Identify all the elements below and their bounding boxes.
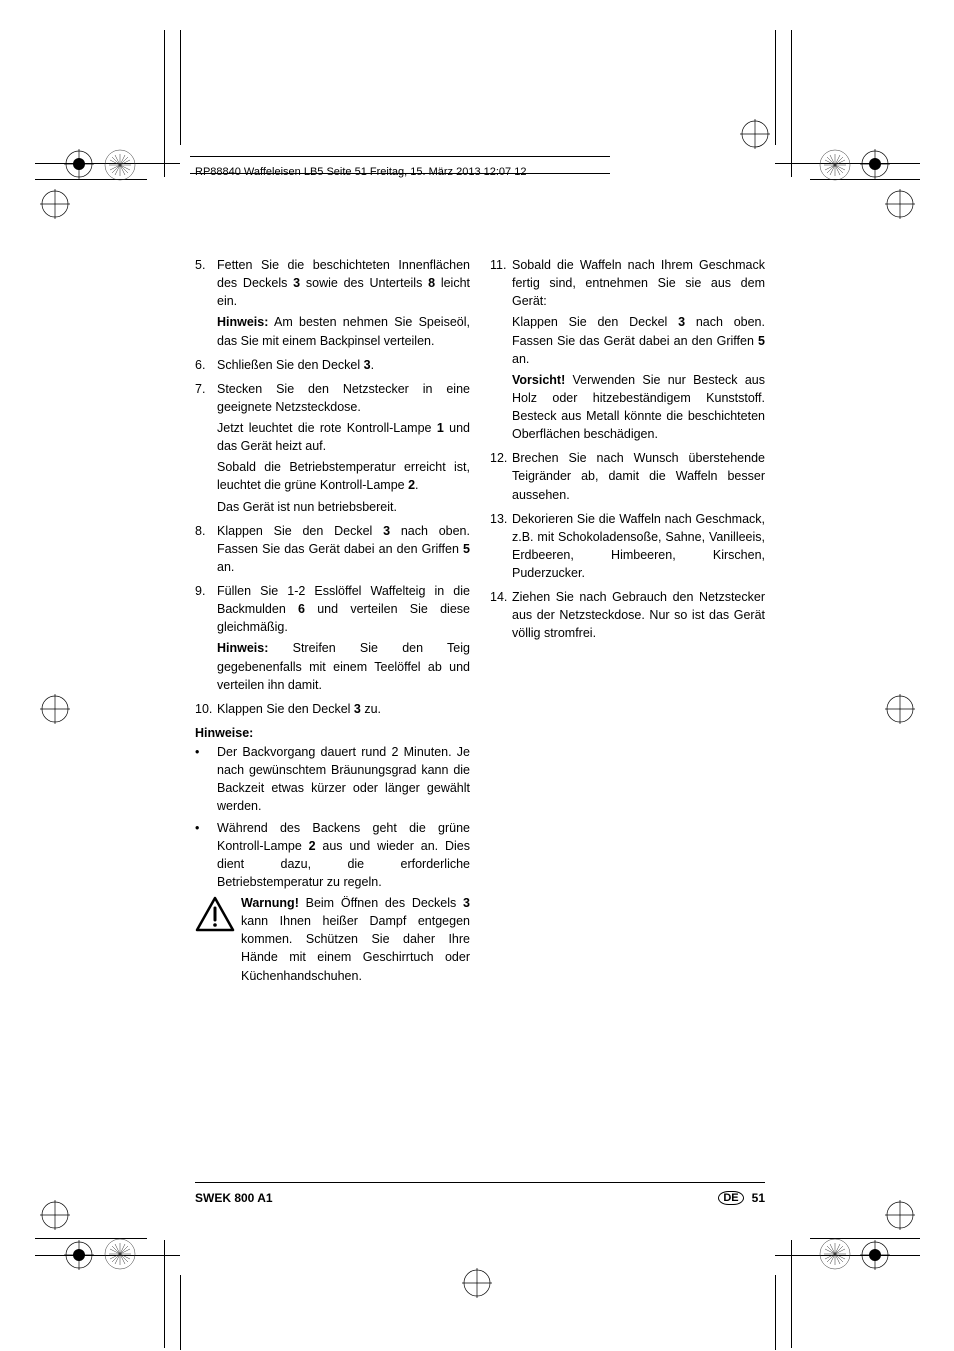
crop-mark-icon [64,149,94,179]
right-column: 11.Sobald die Waffeln nach Ihrem Geschma… [490,256,765,985]
list-item: 13.Dekorieren Sie die Waffeln nach Gesch… [490,510,765,586]
burst-icon [103,1237,137,1271]
crop-mark-icon [40,189,70,219]
list-item: 5.Fetten Sie die beschichteten Innen­flä… [195,256,470,353]
list-item: 10.Klappen Sie den Deckel 3 zu. [195,700,470,721]
burst-icon [103,148,137,182]
lang-badge: DE [718,1191,743,1205]
crop-mark-icon [885,694,915,724]
list-item: 7.Stecken Sie den Netzstecker in eine ge… [195,380,470,519]
list-item: 8.Klappen Sie den Deckel 3 nach oben. Fa… [195,522,470,579]
bullet-item: •Während des Backens geht die grüne Kont… [195,819,470,892]
list-item: 12.Brechen Sie nach Wunsch überstehende … [490,449,765,506]
warning-icon [195,894,241,985]
left-column: 5.Fetten Sie die beschichteten Innen­flä… [195,256,470,985]
burst-icon [818,148,852,182]
hints-heading: Hinweise: [195,724,470,742]
crop-mark-icon [64,1240,94,1270]
page-number: 51 [752,1191,765,1205]
page-header: RP88840 Waffeleisen LB5 Seite 51 Freitag… [195,166,526,178]
crop-mark-icon [40,1200,70,1230]
crop-mark-icon [40,694,70,724]
list-item: 11.Sobald die Waffeln nach Ihrem Geschma… [490,256,765,446]
warning-box: Warnung! Beim Öffnen des Deckels 3 kann … [195,894,470,985]
crop-mark-icon [885,189,915,219]
list-item: 6.Schließen Sie den Deckel 3. [195,356,470,377]
list-item: 14.Ziehen Sie nach Gebrauch den Netz­ste… [490,588,765,645]
burst-icon [818,1237,852,1271]
list-item: 9.Füllen Sie 1-2 Esslöffel Waffelteig in… [195,582,470,697]
crop-mark-icon [885,1200,915,1230]
crop-mark-icon [740,119,770,149]
page-footer: SWEK 800 A1 DE 51 [195,1182,765,1205]
crop-mark-icon [860,149,890,179]
bullet-item: •Der Backvorgang dauert rund 2 Minuten. … [195,743,470,816]
crop-mark-icon [462,1268,492,1298]
model-label: SWEK 800 A1 [195,1191,273,1205]
crop-mark-icon [860,1240,890,1270]
